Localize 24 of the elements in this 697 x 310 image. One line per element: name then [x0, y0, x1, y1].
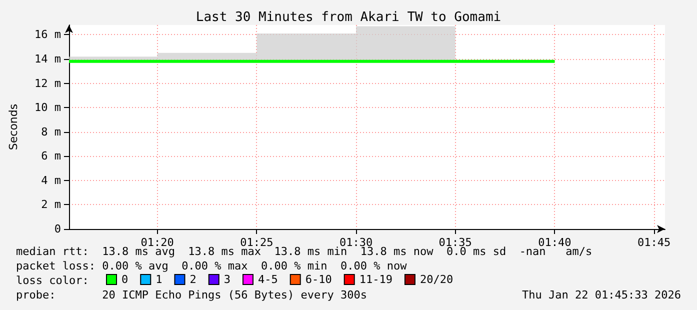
legend-label: 3: [224, 273, 230, 286]
y-tick-label: 6 m: [41, 150, 62, 163]
text: packet loss: 0.00 % avg 0.00 % max 0.00 % min 0.00 % now: [16, 260, 408, 272]
y-tick-label: 16 m: [34, 28, 62, 42]
text: probe: 20 ICMP Echo Pings (56 Bytes) every 300s: [16, 288, 367, 302]
text: Thu Jan 22 01:45:33 2026: [522, 288, 682, 302]
legend-label: 6-10: [305, 273, 332, 286]
legend-label: 2: [190, 273, 196, 286]
x-tick-label: 01:45: [637, 236, 671, 249]
legend-label: 0: [122, 273, 128, 286]
y-axis-title: Seconds: [7, 104, 20, 150]
legend-label: 1: [156, 273, 162, 286]
y-tick-label: 10 m: [34, 101, 62, 114]
legend-label: 11-19: [359, 273, 392, 286]
legend-label: 20/20: [420, 273, 454, 286]
y-tick-label: 8 m: [41, 125, 62, 138]
legend-label: 4-5: [258, 273, 278, 286]
y-tick-label: 4 m: [41, 174, 62, 187]
y-tick-label: 12 m: [34, 76, 62, 90]
chart-title: Last 30 Minutes from Akari TW to Gomami: [196, 10, 502, 25]
y-tick-label: 0: [54, 222, 61, 236]
y-tick-label: 2 m: [41, 198, 62, 212]
legend-title: loss color:: [16, 274, 89, 287]
y-tick-label: 14 m: [34, 52, 62, 66]
